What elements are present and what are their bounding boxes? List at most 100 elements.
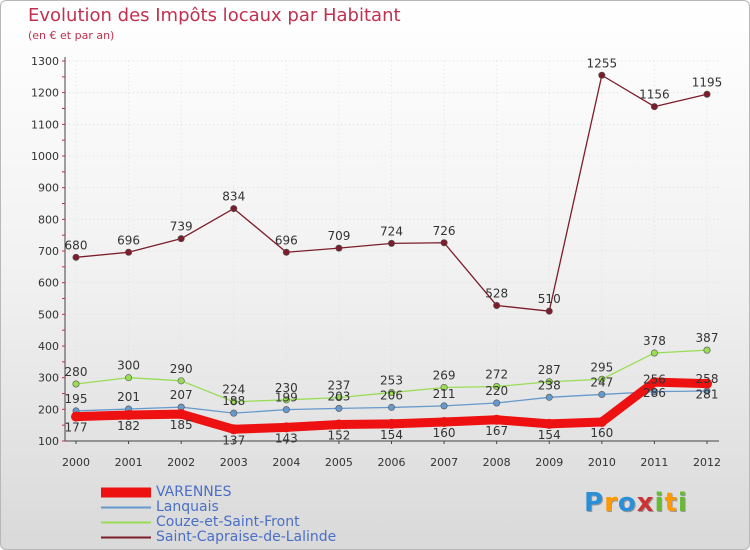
data-label-couze-et-saint-front-2000: 280: [65, 365, 88, 379]
x-tick-label-2010: 2010: [588, 456, 616, 469]
data-label-varennes-2008: 167: [485, 424, 508, 438]
point-saint-capraise-de-lalinde-2009: [545, 307, 553, 315]
data-label-varennes-2005: 152: [327, 429, 350, 443]
x-tick-label-2003: 2003: [220, 456, 248, 469]
point-couze-et-saint-front-2009: [545, 378, 553, 386]
data-label-varennes-2004: 143: [275, 431, 298, 445]
data-label-lanquais-2006: 206: [380, 388, 403, 402]
point-couze-et-saint-front-2008: [493, 383, 501, 391]
point-couze-et-saint-front-2011: [650, 349, 658, 357]
x-tick-label-2005: 2005: [325, 456, 353, 469]
data-label-varennes-2002: 185: [170, 418, 193, 432]
data-label-lanquais-2001: 201: [117, 390, 140, 404]
point-couze-et-saint-front-2005: [335, 394, 343, 402]
logo-letter-t: t: [664, 488, 678, 518]
data-label-couze-et-saint-front-2001: 300: [117, 359, 140, 373]
data-label-lanquais-2012: 258: [696, 372, 719, 386]
data-label-couze-et-saint-front-2002: 290: [170, 362, 193, 376]
data-label-couze-et-saint-front-2011: 378: [643, 334, 666, 348]
data-label-varennes-2001: 182: [117, 419, 140, 433]
y-tick-label-100: 100: [38, 435, 59, 448]
data-label-varennes-2003: 137: [222, 433, 245, 447]
x-tick-label-2004: 2004: [272, 456, 300, 469]
point-lanquais-2005: [335, 404, 343, 412]
y-tick-label-200: 200: [38, 403, 59, 416]
data-label-couze-et-saint-front-2007: 269: [433, 368, 456, 382]
data-label-varennes-2012: 281: [696, 388, 719, 402]
data-label-couze-et-saint-front-2003: 224: [222, 383, 245, 397]
point-couze-et-saint-front-2004: [282, 396, 290, 404]
chart-title: Evolution des Impôts locaux par Habitant: [28, 5, 401, 26]
data-label-saint-capraise-de-lalinde-2009: 510: [538, 292, 561, 306]
logo-letter-r: r: [604, 488, 618, 518]
point-lanquais-2007: [440, 402, 448, 410]
y-tick-label-500: 500: [38, 308, 59, 321]
point-saint-capraise-de-lalinde-2006: [387, 239, 395, 247]
data-label-lanquais-2008: 220: [485, 384, 508, 398]
x-tick-label-2001: 2001: [115, 456, 143, 469]
point-saint-capraise-de-lalinde-2010: [598, 71, 606, 79]
data-label-saint-capraise-de-lalinde-2003: 834: [222, 190, 245, 204]
y-tick-label-1100: 1100: [31, 118, 59, 131]
point-varennes-2011: [649, 377, 660, 388]
x-tick-label-2007: 2007: [430, 456, 458, 469]
data-label-couze-et-saint-front-2010: 295: [590, 360, 613, 374]
y-tick-label-1200: 1200: [31, 87, 59, 100]
point-varennes-2006: [386, 418, 397, 429]
legend-swatch-lanquais: [101, 506, 151, 509]
point-varennes-2002: [176, 409, 187, 420]
data-label-saint-capraise-de-lalinde-2000: 680: [65, 238, 88, 252]
data-label-varennes-2010: 160: [590, 426, 613, 440]
data-label-lanquais-2010: 247: [590, 375, 613, 389]
point-varennes-2009: [544, 418, 555, 429]
y-tick-label-600: 600: [38, 277, 59, 290]
data-label-lanquais-2003: 188: [222, 394, 245, 408]
chart-subtitle: (en € et par an): [28, 29, 115, 42]
y-tick-label-300: 300: [38, 372, 59, 385]
point-varennes-2004: [281, 422, 292, 433]
y-tick-label-800: 800: [38, 213, 59, 226]
point-saint-capraise-de-lalinde-2000: [72, 253, 80, 261]
point-couze-et-saint-front-2010: [598, 375, 606, 383]
point-lanquais-2010: [598, 390, 606, 398]
y-tick-label-400: 400: [38, 340, 59, 353]
point-lanquais-2003: [230, 409, 238, 417]
data-label-couze-et-saint-front-2005: 237: [327, 379, 350, 393]
data-label-couze-et-saint-front-2012: 387: [696, 331, 719, 345]
proxiti-logo: Proxiti: [584, 488, 688, 518]
logo-letter-p: P: [584, 488, 605, 518]
point-couze-et-saint-front-2006: [387, 389, 395, 397]
x-tick-label-2012: 2012: [693, 456, 721, 469]
data-label-couze-et-saint-front-2004: 230: [275, 381, 298, 395]
point-couze-et-saint-front-2007: [440, 383, 448, 391]
point-saint-capraise-de-lalinde-2008: [493, 301, 501, 309]
y-tick-label-700: 700: [38, 245, 59, 258]
data-label-saint-capraise-de-lalinde-2011: 1156: [639, 88, 670, 102]
point-varennes-2010: [596, 417, 607, 427]
data-label-couze-et-saint-front-2008: 272: [485, 368, 508, 382]
y-tick-label-1300: 1300: [31, 55, 59, 68]
data-label-lanquais-2007: 211: [433, 387, 456, 401]
data-label-saint-capraise-de-lalinde-2002: 739: [170, 220, 193, 234]
x-tick-label-2008: 2008: [483, 456, 511, 469]
data-label-lanquais-2004: 199: [275, 391, 298, 405]
x-tick-label-2002: 2002: [167, 456, 195, 469]
data-label-couze-et-saint-front-2006: 253: [380, 374, 403, 388]
data-label-saint-capraise-de-lalinde-2007: 726: [433, 224, 456, 238]
x-tick-label-2011: 2011: [640, 456, 668, 469]
logo-letter-x: x: [636, 488, 655, 518]
point-lanquais-2009: [545, 393, 553, 401]
point-saint-capraise-de-lalinde-2011: [650, 103, 658, 111]
data-label-saint-capraise-de-lalinde-2012: 1195: [692, 75, 723, 89]
logo-letter-o: o: [617, 488, 637, 518]
data-label-varennes-2006: 154: [380, 428, 403, 442]
data-label-varennes-2007: 160: [433, 426, 456, 440]
point-couze-et-saint-front-2012: [703, 346, 711, 354]
point-varennes-2008: [491, 414, 502, 425]
data-label-saint-capraise-de-lalinde-2001: 696: [117, 233, 140, 247]
legend-swatch-saint-capraise: [101, 536, 151, 539]
data-label-lanquais-2011: 256: [643, 373, 666, 387]
data-label-lanquais-2005: 203: [327, 389, 350, 403]
x-tick-label-2000: 2000: [62, 456, 90, 469]
